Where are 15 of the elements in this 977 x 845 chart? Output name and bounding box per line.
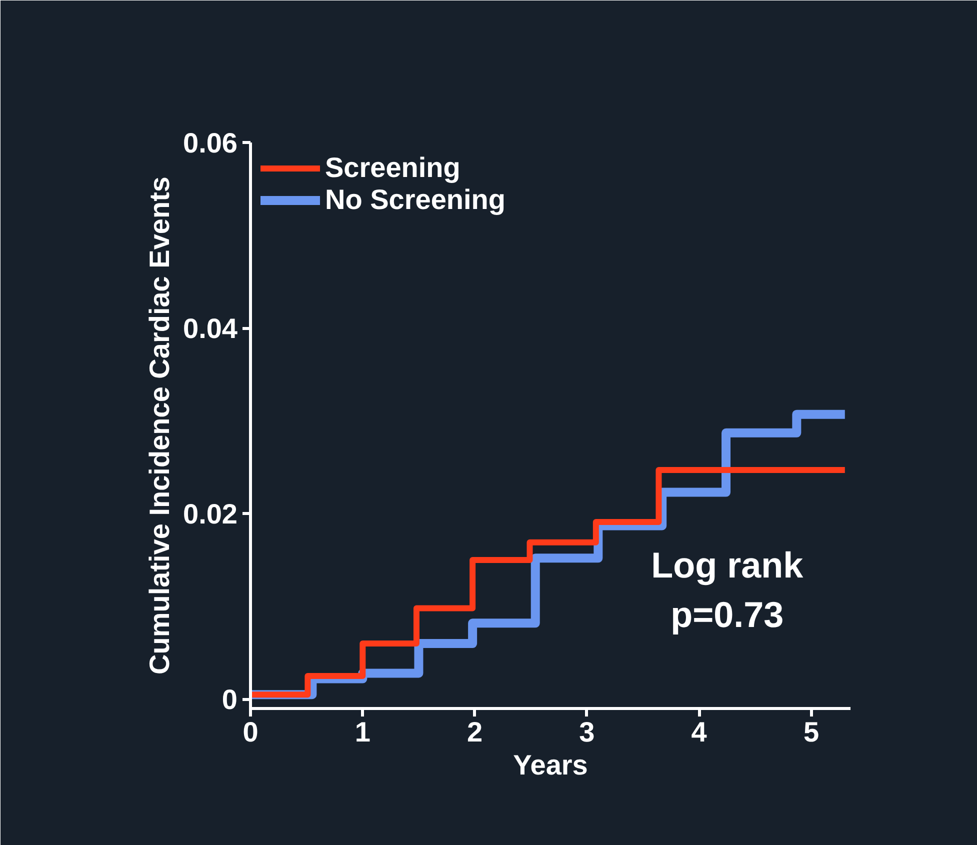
x-tick-label: 2 (467, 716, 483, 748)
x-axis-title: Years (513, 750, 588, 780)
legend-label: No Screening (325, 184, 506, 216)
x-tick-label: 4 (691, 716, 708, 748)
annotation: Log rank p=0.73 (651, 544, 804, 635)
x-tick-label: 1 (354, 716, 370, 748)
y-tick-label: 0.02 (183, 498, 238, 530)
y-axis-title: Cumulative Incidence Cardiac Events (144, 176, 176, 674)
y-tick-label: 0 (222, 684, 238, 716)
x-tick-label: 5 (803, 716, 820, 748)
x-tick-label: 3 (579, 716, 595, 748)
x-tick-label: 0 (242, 716, 258, 748)
y-tick-label: 0.04 (183, 313, 238, 344)
y-tick-label: 0.06 (183, 128, 238, 158)
legend-label: Screening (325, 152, 460, 184)
